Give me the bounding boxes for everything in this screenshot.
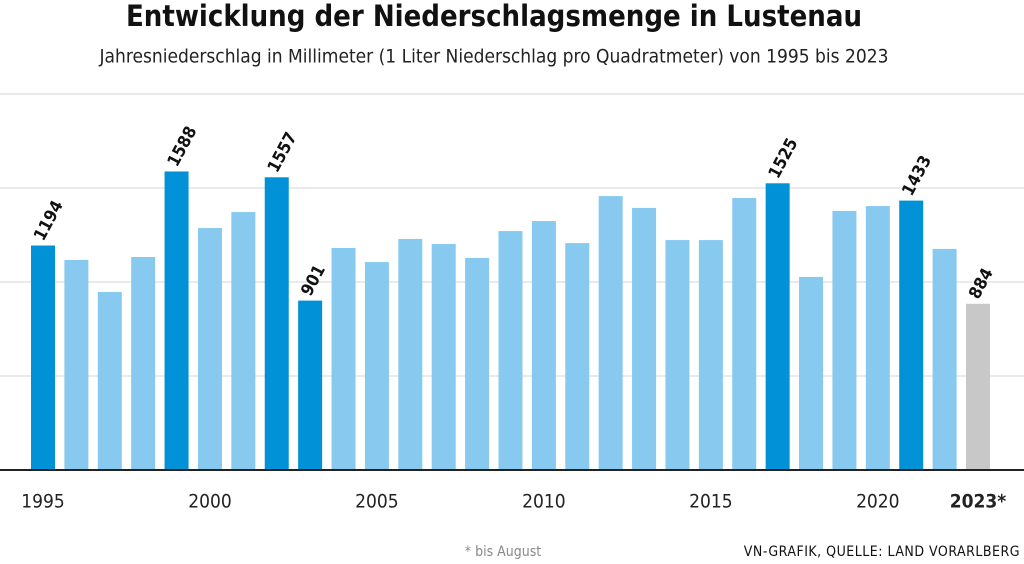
bar	[865, 206, 890, 470]
bar	[364, 262, 389, 470]
bar	[832, 210, 857, 470]
x-tick-label: 1995	[21, 491, 65, 513]
bar	[97, 291, 122, 470]
value-label: 901	[297, 262, 330, 300]
footnote: * bis August	[465, 544, 541, 560]
bar	[231, 212, 256, 470]
bar	[899, 200, 924, 470]
bar	[765, 183, 790, 471]
bar	[698, 240, 723, 470]
bar	[665, 240, 690, 470]
x-tick-label: 2015	[689, 491, 733, 513]
bar	[298, 300, 323, 470]
source: VN-GRAFIK, QUELLE: LAND VORARLBERG	[744, 544, 1020, 560]
bar	[264, 177, 289, 470]
value-label: 1588	[164, 123, 202, 170]
bar	[331, 247, 356, 470]
value-label: 1433	[898, 152, 936, 199]
value-label: 1557	[264, 129, 302, 176]
bar	[398, 238, 423, 470]
x-tick-label: 2023*	[950, 491, 1007, 513]
x-tick-label: 2010	[522, 491, 566, 513]
chart-title: Entwicklung der Niederschlagsmenge in Lu…	[126, 0, 862, 33]
bar	[431, 244, 456, 470]
bar	[131, 256, 156, 470]
bar	[966, 303, 991, 470]
bar	[498, 231, 523, 470]
value-label: 1525	[765, 135, 803, 182]
bar	[598, 196, 623, 471]
bar	[197, 228, 222, 470]
bar	[531, 221, 556, 470]
value-label: 1194	[30, 197, 68, 244]
bar	[799, 276, 824, 470]
value-label: 884	[965, 265, 998, 303]
x-tick-label: 2005	[355, 491, 399, 513]
bar	[164, 171, 189, 470]
bar	[632, 207, 657, 471]
chart-subtitle: Jahresniederschlag in Millimeter (1 Lite…	[99, 46, 889, 68]
bar	[30, 245, 55, 470]
x-tick-label: 2000	[188, 491, 232, 513]
bar	[732, 197, 757, 471]
bar	[64, 260, 89, 470]
x-tick-label: 2020	[856, 491, 900, 513]
bar	[465, 257, 490, 470]
bar	[932, 248, 957, 470]
bar	[565, 243, 590, 470]
